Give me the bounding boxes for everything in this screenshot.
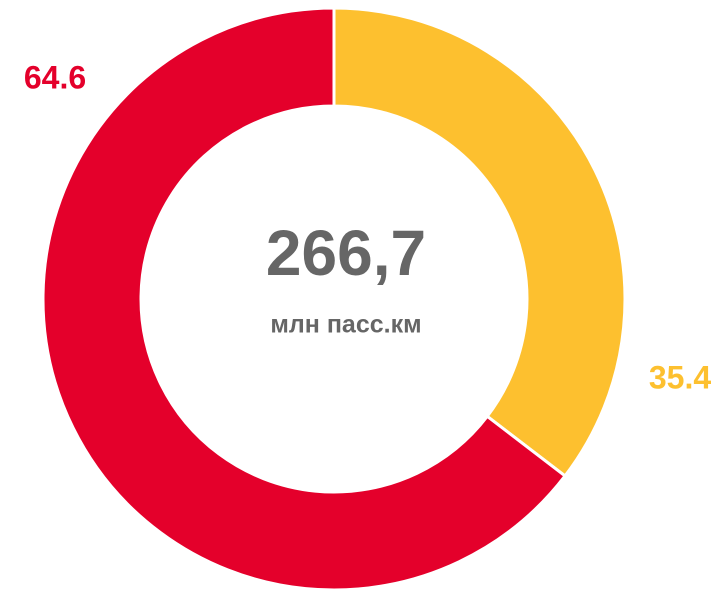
slices [41, 6, 627, 591]
center-value: 266,7 [266, 217, 426, 289]
center-label: млн пасс.км [270, 311, 421, 339]
donut-slice [332, 6, 627, 479]
data-label: 64.6 [24, 59, 86, 95]
data-label: 35.4 [649, 359, 711, 395]
donut-slice [41, 6, 568, 591]
